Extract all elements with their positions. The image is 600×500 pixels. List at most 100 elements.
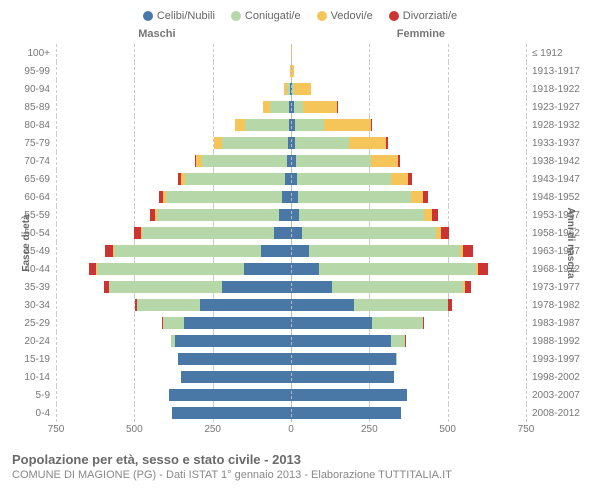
pyramid-row: 80-841928-1932 xyxy=(16,116,584,134)
pyramid-row: 0-42008-2012 xyxy=(16,404,584,422)
age-tick: 95-99 xyxy=(16,66,56,77)
birth-tick: 1928-1932 xyxy=(526,120,584,131)
pyramid-row: 40-441968-1972 xyxy=(16,260,584,278)
segment-div xyxy=(441,227,449,240)
population-pyramid-chart: Celibi/Nubili Coniugati/e Vedovi/e Divorzia… xyxy=(0,0,600,500)
female-bar xyxy=(291,407,401,420)
female-bar xyxy=(291,137,388,150)
legend-swatch xyxy=(389,11,399,21)
bar-zone xyxy=(56,224,526,242)
pyramid-row: 30-341978-1982 xyxy=(16,296,584,314)
age-tick: 25-29 xyxy=(16,318,56,329)
gender-header: Maschi Femmine xyxy=(0,28,600,44)
male-bar xyxy=(135,299,291,312)
male-bar xyxy=(104,281,291,294)
female-bar xyxy=(291,353,397,366)
pyramid-row: 65-691943-1947 xyxy=(16,170,584,188)
legend-label: Divorziati/e xyxy=(403,10,457,22)
segment-cel xyxy=(291,299,354,312)
birth-tick: 1943-1947 xyxy=(526,174,584,185)
female-bar xyxy=(291,227,449,240)
legend-item: Coniugati/e xyxy=(231,10,301,22)
bar-zone xyxy=(56,116,526,134)
segment-ved xyxy=(263,101,271,114)
segment-div xyxy=(371,119,372,132)
segment-con xyxy=(185,173,285,186)
bar-zone xyxy=(56,404,526,422)
segment-con xyxy=(297,173,391,186)
female-bar xyxy=(291,191,428,204)
female-bar xyxy=(291,101,338,114)
birth-tick: 1983-1987 xyxy=(526,318,584,329)
pyramid-row: 75-791933-1937 xyxy=(16,134,584,152)
segment-div xyxy=(465,281,472,294)
segment-con xyxy=(294,101,303,114)
segment-div xyxy=(386,137,388,150)
bar-zone xyxy=(56,260,526,278)
x-tick: 500 xyxy=(126,424,143,435)
female-bar xyxy=(291,173,412,186)
segment-con xyxy=(295,137,348,150)
segment-cel xyxy=(200,299,291,312)
pyramid-row: 20-24 1988-1992 xyxy=(16,332,584,350)
segment-ved xyxy=(294,83,311,96)
segment-cel xyxy=(291,389,407,402)
birth-tick: 1923-1927 xyxy=(526,102,584,113)
segment-con xyxy=(332,281,464,294)
segment-cel xyxy=(244,263,291,276)
segment-cel xyxy=(291,317,372,330)
birth-tick: 1913-1917 xyxy=(526,66,584,77)
segment-ved xyxy=(391,173,408,186)
legend: Celibi/Nubili Coniugati/e Vedovi/e Divorzia… xyxy=(0,10,600,22)
age-tick: 0-4 xyxy=(16,408,56,419)
age-tick: 85-89 xyxy=(16,102,56,113)
birth-tick: 1938-1942 xyxy=(526,156,584,167)
male-bar xyxy=(162,317,291,330)
male-bar xyxy=(169,389,291,402)
male-bar xyxy=(284,83,292,96)
female-bar xyxy=(291,263,488,276)
bar-zone xyxy=(56,188,526,206)
birth-tick: ≤ 1912 xyxy=(526,48,584,59)
segment-cel xyxy=(291,209,299,222)
x-tick: 500 xyxy=(439,424,456,435)
segment-cel xyxy=(291,371,394,384)
segment-con xyxy=(163,317,185,330)
segment-cel xyxy=(178,353,291,366)
legend-item: Vedovi/e xyxy=(317,10,373,22)
segment-ved xyxy=(303,101,337,114)
age-tick: 20-24 xyxy=(16,336,56,347)
female-bar xyxy=(291,245,473,258)
age-tick: 60-64 xyxy=(16,192,56,203)
pyramid-row: 85-89 1923-1927 xyxy=(16,98,584,116)
segment-div xyxy=(463,245,472,258)
bar-zone xyxy=(56,368,526,386)
age-tick: 35-39 xyxy=(16,282,56,293)
female-label: Femmine xyxy=(397,28,445,40)
male-label: Maschi xyxy=(138,28,175,40)
segment-cel xyxy=(291,227,302,240)
age-tick: 5-9 xyxy=(16,390,56,401)
pyramid-row: 55-591953-1957 xyxy=(16,206,584,224)
male-bar xyxy=(89,263,291,276)
x-tick: 750 xyxy=(518,424,535,435)
bar-zone xyxy=(56,386,526,404)
segment-cel xyxy=(274,227,291,240)
segment-ved xyxy=(214,137,222,150)
segment-cel xyxy=(184,317,291,330)
birth-tick: 1978-1982 xyxy=(526,300,584,311)
pyramid-row: 35-391973-1977 xyxy=(16,278,584,296)
bar-zone xyxy=(56,170,526,188)
male-bar xyxy=(178,353,291,366)
segment-cel xyxy=(175,335,291,348)
legend-label: Celibi/Nubili xyxy=(157,10,215,22)
segment-div xyxy=(89,263,97,276)
segment-con xyxy=(245,119,289,132)
y-axis-right-label: Anni di nascita xyxy=(565,207,576,278)
birth-tick: 1988-1992 xyxy=(526,336,584,347)
birth-tick: 1948-1952 xyxy=(526,192,584,203)
segment-div xyxy=(398,155,401,168)
caption: Popolazione per età, sesso e stato civil… xyxy=(12,452,600,481)
pyramid-row: 90-941918-1922 xyxy=(16,80,584,98)
segment-con xyxy=(202,155,287,168)
